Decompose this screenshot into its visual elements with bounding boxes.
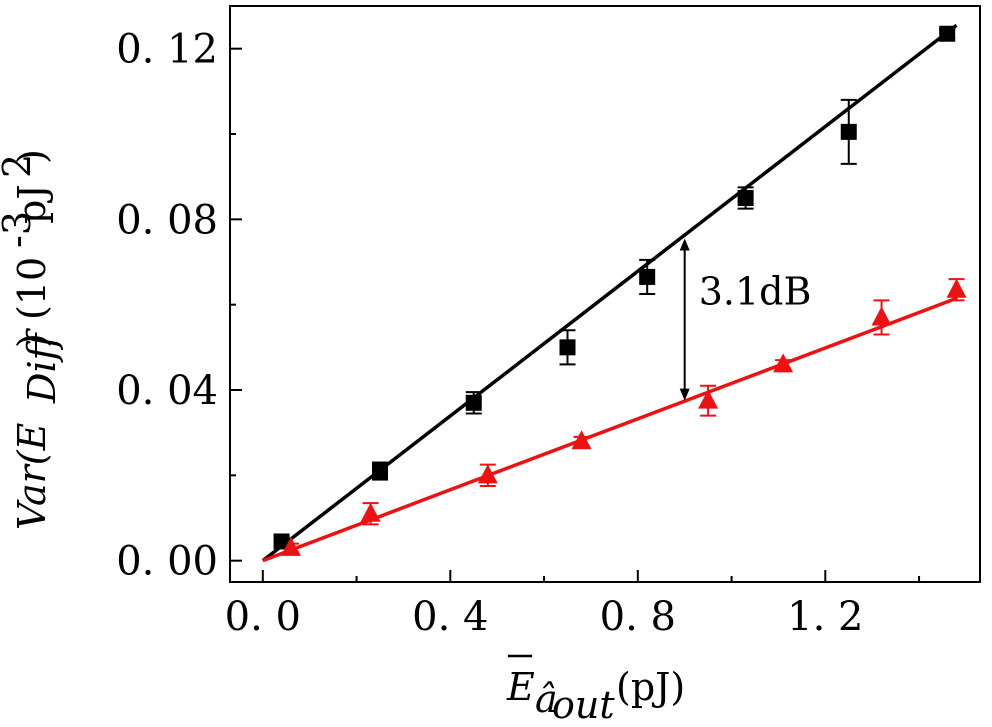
x-axis-ticks: 0. 0 0. 4 0. 8 1. 2: [225, 570, 921, 640]
y-axis-title-units-post: ): [10, 149, 54, 164]
red-triangle-point: [946, 278, 967, 298]
y-axis-title-units-exp1: -3: [0, 211, 39, 248]
y-axis-title-prefix: Var(E: [10, 422, 54, 530]
x-axis-title-subsub: out: [552, 683, 615, 727]
red-triangle-point: [280, 536, 301, 556]
fit-lines: [261, 23, 958, 563]
x-tick-label: 0. 8: [600, 594, 676, 640]
red-fit-line: [262, 296, 958, 563]
x-tick-label: 0. 0: [225, 594, 301, 640]
y-tick-label: 0. 00: [116, 539, 218, 585]
x-tick-label: 1. 2: [787, 594, 863, 640]
y-axis-title: Var(E Diff ) (10 -3 pJ 2 ): [0, 149, 64, 530]
black-square-point: [737, 190, 754, 206]
red-triangle-point: [871, 306, 892, 326]
y-axis-title-units-mid: pJ: [10, 184, 54, 224]
x-axis-title: E â out (pJ): [506, 654, 685, 727]
black-square-point: [372, 463, 388, 480]
y-axis-ticks: 0. 00 0. 04 0. 08 0. 12: [116, 27, 242, 585]
red-triangle-point: [773, 353, 794, 373]
red-triangle-point: [477, 464, 498, 484]
x-tick-label: 0. 4: [412, 594, 488, 640]
red-triangle-point: [698, 389, 719, 409]
red-triangle-point: [360, 502, 381, 522]
y-axis-title-units-pre: (10: [10, 257, 54, 320]
y-axis-title-suffix: ): [10, 333, 54, 348]
annotation-label: 3.1dB: [699, 270, 812, 314]
black-square-point: [273, 533, 290, 550]
black-square-point: [559, 339, 576, 356]
y-tick-label: 0. 08: [116, 197, 218, 243]
y-axis-title-sub: Diff: [20, 327, 64, 404]
plot-frame: [229, 5, 981, 583]
x-axis-title-sub: â: [535, 677, 558, 721]
x-axis-title-units: (pJ): [616, 665, 685, 709]
data-markers: [273, 25, 967, 556]
black-square-point: [465, 394, 482, 411]
annotation: 3.1dB: [679, 238, 812, 401]
red-triangle-point: [571, 430, 592, 450]
black-square-point: [639, 268, 656, 285]
y-axis-title-units-exp2: 2: [0, 154, 39, 178]
y-tick-label: 0. 12: [116, 27, 218, 73]
annotation-arrowhead-bottom: [679, 388, 690, 401]
annotation-arrowhead-top: [679, 238, 690, 251]
black-square-point: [939, 25, 956, 42]
black-square-point: [840, 123, 857, 140]
x-axis-title-main: E: [506, 665, 535, 709]
black-fit-line: [261, 23, 958, 563]
y-tick-label: 0. 04: [116, 368, 218, 414]
